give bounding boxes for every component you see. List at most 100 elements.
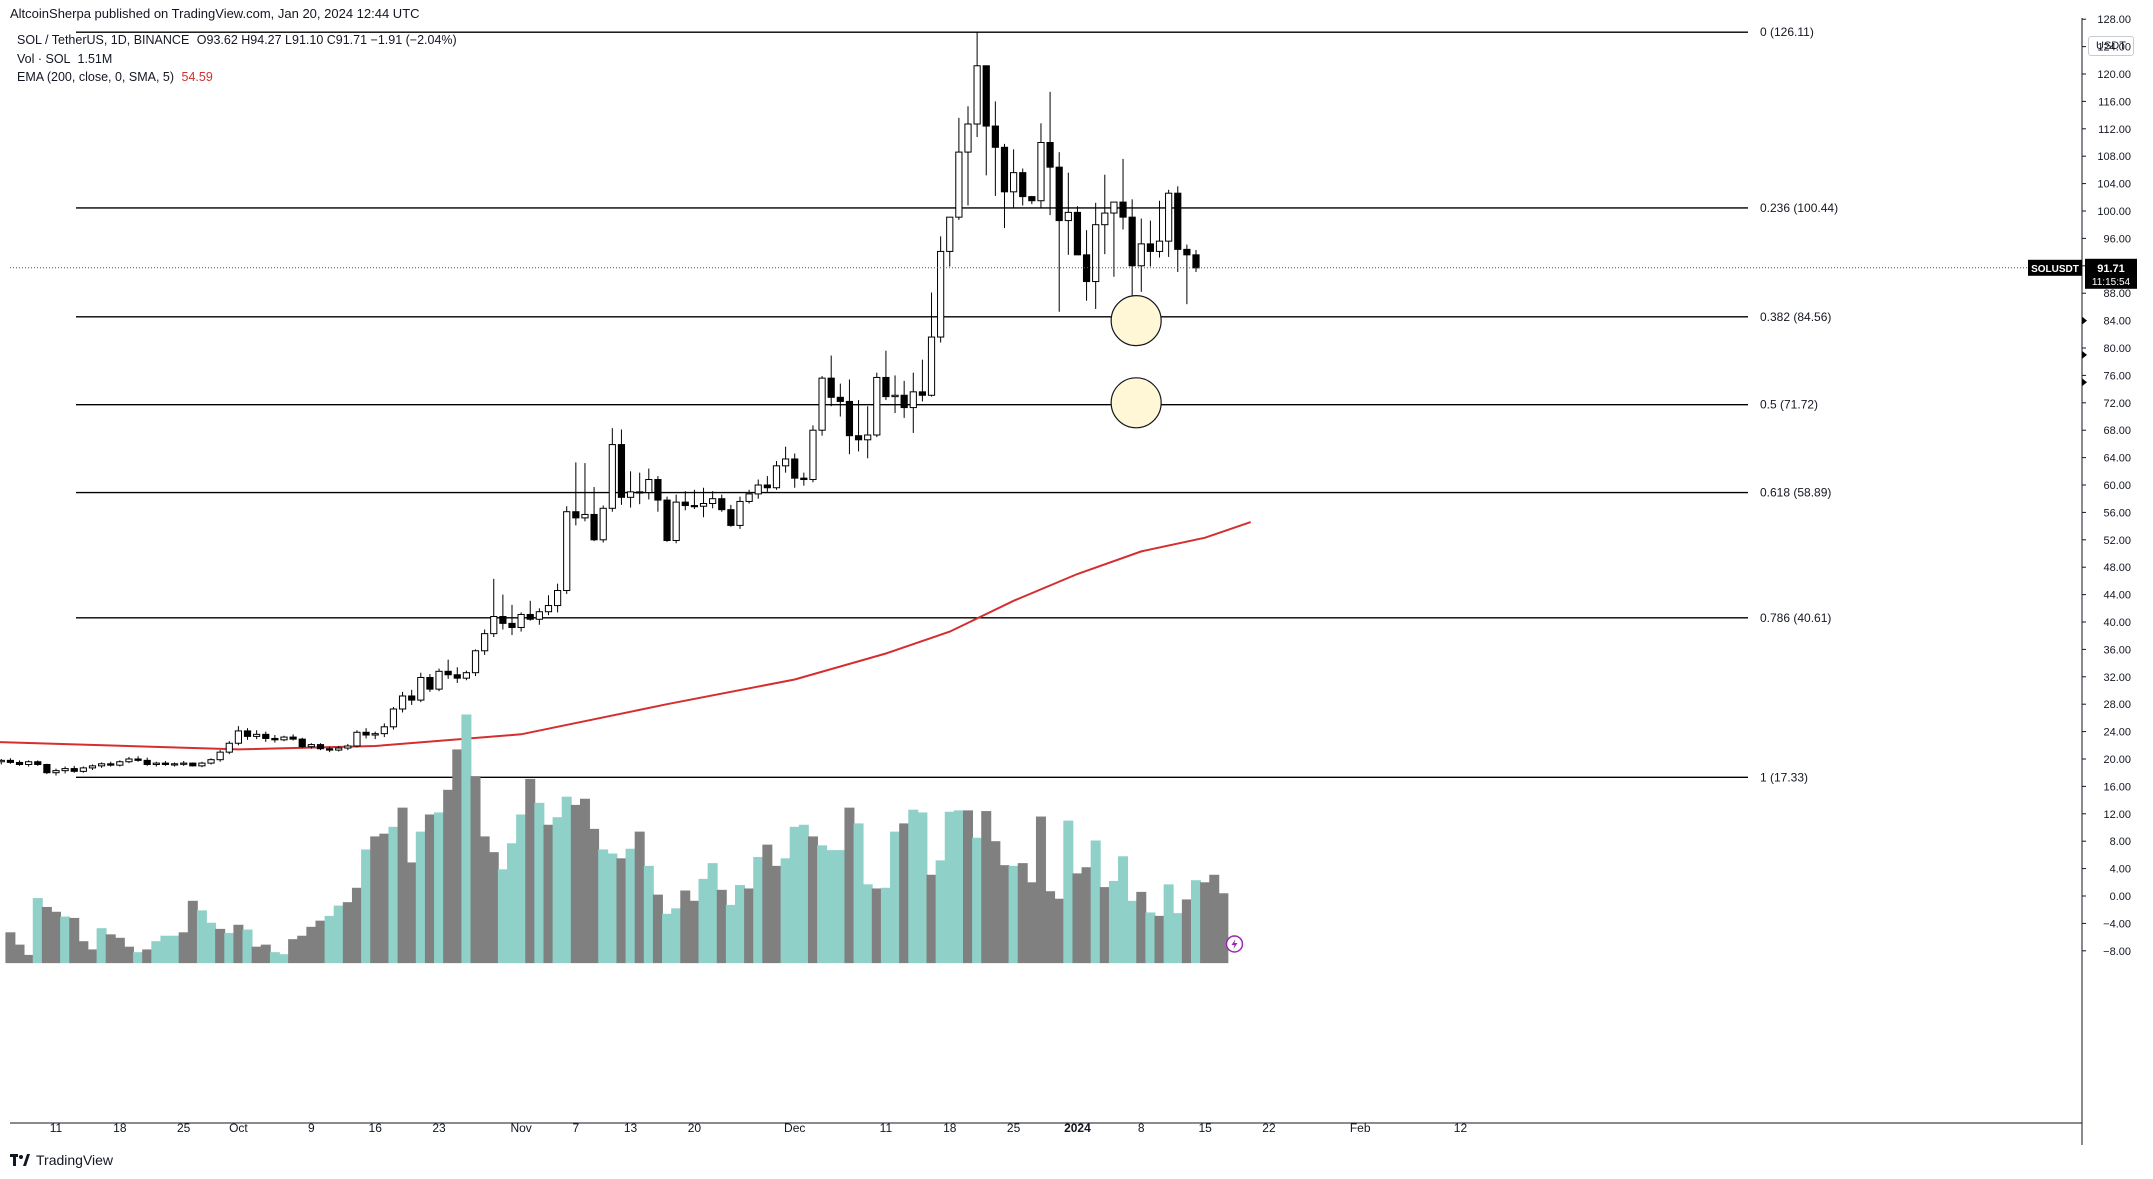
footer-brand[interactable]: TradingView bbox=[10, 1152, 113, 1168]
candle bbox=[864, 406, 872, 459]
candle-body bbox=[645, 479, 653, 494]
legend-ema-label[interactable]: EMA (200, close, 0, SMA, 5) bbox=[17, 70, 175, 84]
volume-bar bbox=[51, 911, 61, 964]
header-bar: AltcoinSherpa published on TradingView.c… bbox=[0, 0, 2153, 21]
volume-bar bbox=[434, 812, 445, 964]
price-tick-label: 96.00 bbox=[2103, 233, 2131, 245]
volume-bar bbox=[260, 944, 271, 964]
volume-bar bbox=[215, 928, 226, 964]
candle-body bbox=[125, 758, 133, 763]
candle bbox=[818, 376, 826, 436]
volume-bar bbox=[206, 922, 217, 964]
candle bbox=[1119, 158, 1127, 230]
volume-bar bbox=[972, 837, 983, 964]
volume-bar bbox=[570, 804, 581, 964]
candle-body bbox=[307, 744, 315, 748]
candle-body bbox=[818, 377, 826, 431]
candle bbox=[891, 375, 899, 414]
candle-body bbox=[1064, 211, 1072, 222]
candle bbox=[371, 731, 379, 740]
volume-bar bbox=[689, 900, 700, 964]
candle bbox=[353, 730, 361, 748]
candle-body bbox=[216, 751, 224, 761]
price-tick-label: 56.00 bbox=[2103, 507, 2131, 519]
volume-bar bbox=[351, 887, 362, 964]
volume-bar bbox=[807, 836, 818, 964]
candle bbox=[362, 728, 370, 739]
candle-body bbox=[845, 400, 854, 437]
price-tick-label: 36.00 bbox=[2103, 644, 2131, 656]
volume-bar bbox=[1127, 900, 1138, 964]
candle-body bbox=[453, 674, 461, 679]
candle-body bbox=[681, 501, 689, 507]
symbol-tag: SOLUSDT bbox=[2031, 264, 2079, 275]
volume-bar bbox=[525, 778, 536, 964]
volume-bar bbox=[251, 946, 262, 964]
candle bbox=[599, 505, 607, 543]
candle-body bbox=[0, 759, 5, 763]
candle-body bbox=[134, 758, 142, 761]
candle bbox=[170, 762, 179, 767]
volume-bar bbox=[1136, 891, 1147, 964]
volume-bar bbox=[716, 889, 727, 964]
volume-bar bbox=[14, 944, 25, 964]
volume-bar bbox=[507, 843, 517, 964]
candle bbox=[389, 706, 398, 730]
volume-bar bbox=[662, 913, 673, 964]
price-tag: 91.71 bbox=[2097, 263, 2125, 275]
price-tick-label: 100.00 bbox=[2097, 206, 2131, 218]
volume-bar bbox=[415, 831, 426, 964]
candle bbox=[1073, 206, 1082, 256]
candle bbox=[572, 462, 580, 526]
price-tick-label: 104.00 bbox=[2097, 179, 2131, 191]
candle-body bbox=[718, 498, 726, 511]
legend-symbol[interactable]: SOL / TetherUS, 1D, BINANCE bbox=[17, 33, 190, 47]
candle bbox=[0, 759, 5, 765]
price-tick-label: 4.00 bbox=[2110, 864, 2131, 876]
candle-body bbox=[490, 616, 498, 635]
ema-200-line bbox=[0, 521, 1252, 751]
volume-bar bbox=[735, 885, 745, 964]
candle-body bbox=[15, 761, 24, 765]
time-tick-label: Feb bbox=[1350, 1121, 1371, 1135]
volume-bar bbox=[944, 811, 955, 964]
currency-badge[interactable]: USDT bbox=[2088, 36, 2134, 56]
symbol-tag-bg bbox=[2028, 259, 2082, 276]
candle-body bbox=[180, 762, 188, 765]
candle bbox=[189, 762, 197, 767]
candle-body bbox=[544, 605, 553, 613]
fib-label-4: 0.618 (58.89) bbox=[1760, 486, 1831, 500]
candle-body bbox=[70, 768, 78, 772]
volume-bar bbox=[269, 952, 280, 964]
legend-ema-value: 54.59 bbox=[181, 70, 213, 84]
candle bbox=[1146, 220, 1155, 267]
candle bbox=[335, 745, 343, 752]
candle bbox=[827, 355, 835, 407]
volume-bar bbox=[771, 865, 782, 964]
volume-bar bbox=[1008, 865, 1019, 964]
volume-bar bbox=[1035, 816, 1046, 964]
candle-body bbox=[754, 484, 762, 495]
candle bbox=[900, 380, 908, 418]
candle bbox=[1010, 149, 1018, 208]
volume-bar bbox=[1218, 893, 1229, 964]
volume-bar bbox=[497, 869, 508, 964]
volume-bar bbox=[23, 954, 34, 964]
candle-body bbox=[398, 695, 407, 710]
legend-vol-label[interactable]: Vol · SOL bbox=[17, 52, 71, 66]
volume-bar bbox=[671, 908, 682, 964]
price-tick-label: 8.00 bbox=[2110, 836, 2131, 848]
candle-body bbox=[298, 738, 306, 748]
volume-bar bbox=[1209, 874, 1220, 964]
volume-bar bbox=[1118, 856, 1129, 964]
candle bbox=[453, 667, 461, 683]
candle bbox=[1037, 123, 1045, 209]
volume-bar bbox=[69, 917, 80, 964]
volume-bar bbox=[1172, 913, 1183, 964]
volume-bar bbox=[333, 905, 344, 964]
candle bbox=[727, 504, 735, 527]
time-tick-label: 9 bbox=[308, 1121, 315, 1135]
candle bbox=[517, 612, 525, 632]
candle-body bbox=[526, 613, 534, 620]
